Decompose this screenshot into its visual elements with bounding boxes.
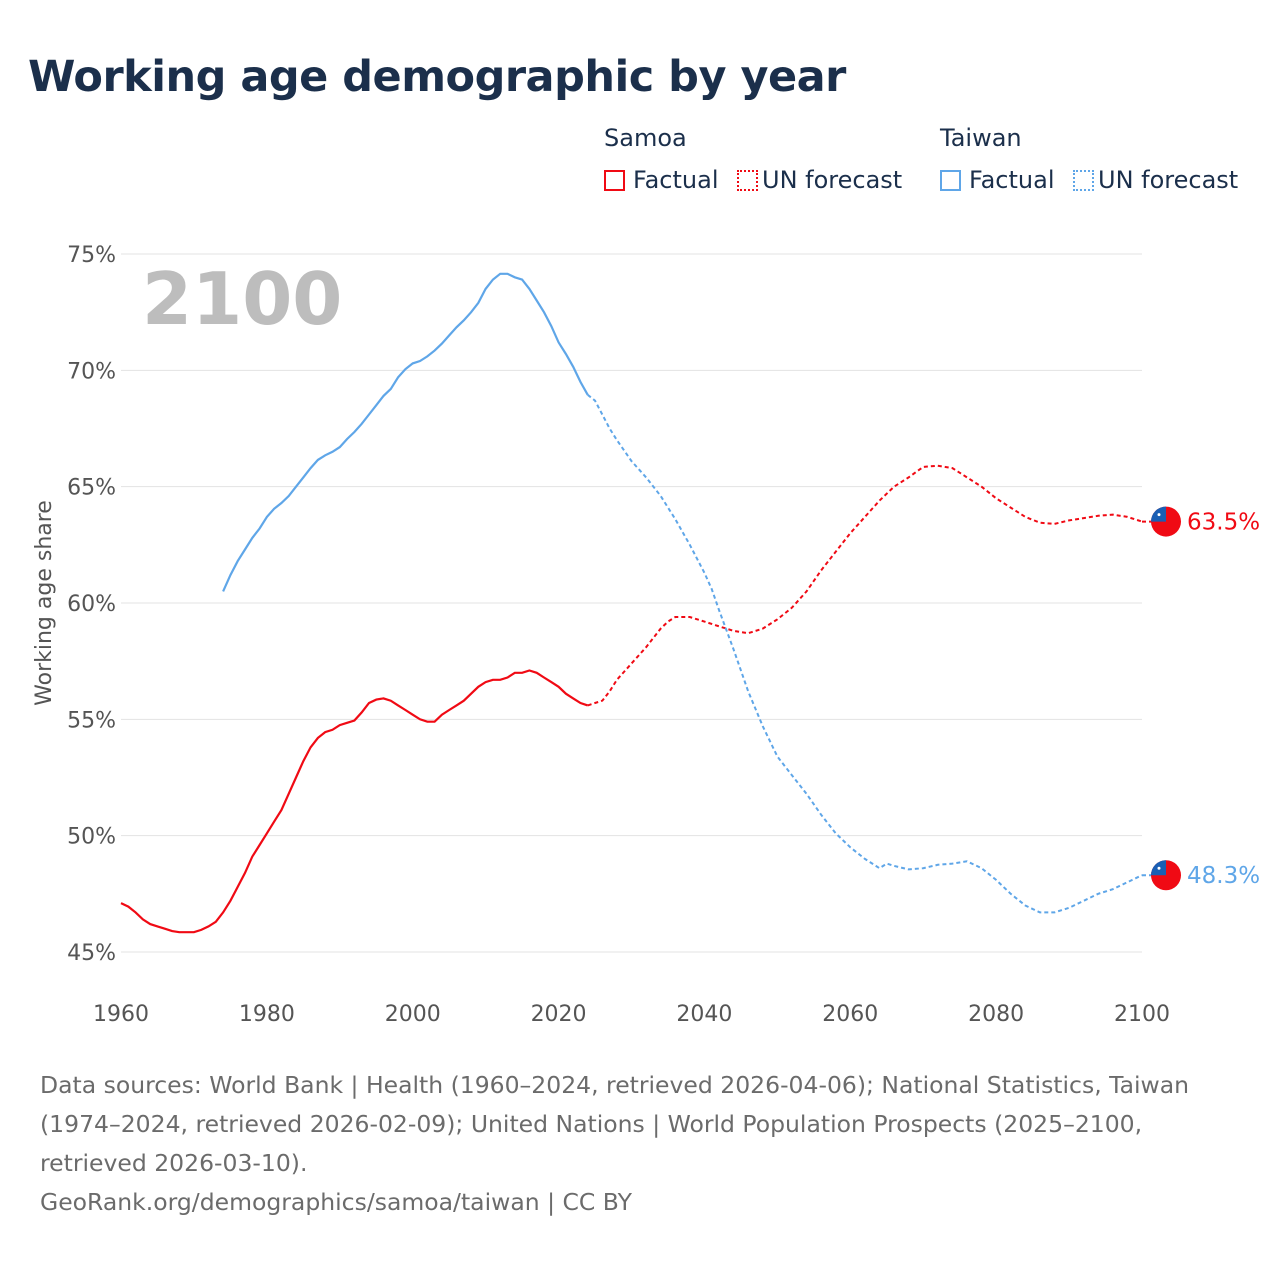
x-tick-label: 2060 [822, 1002, 878, 1027]
x-tick-label: 2040 [676, 1002, 732, 1027]
x-tick-label: 1960 [93, 1002, 149, 1027]
legend-taiwan-forecast[interactable]: UN forecast [1073, 166, 1238, 194]
dotted-swatch-icon [737, 170, 758, 191]
x-tick-label: 2080 [968, 1002, 1024, 1027]
taiwan-end-value: 48.3% [1187, 863, 1260, 889]
x-tick-label: 1980 [239, 1002, 295, 1027]
y-tick-label: 60% [67, 592, 116, 617]
y-tick-label: 45% [67, 941, 116, 966]
legend-label: UN forecast [1098, 166, 1239, 194]
solid-swatch-icon [604, 170, 625, 191]
y-tick-label: 70% [67, 359, 116, 384]
samoa-factual-line [120, 669, 589, 934]
legend-label: Factual [969, 166, 1055, 194]
dotted-swatch-icon [1073, 170, 1094, 191]
legend-group-taiwan: Taiwan [940, 124, 1022, 152]
data-sources: Data sources: World Bank | Health (1960–… [40, 1071, 1190, 1177]
credit-link[interactable]: GeoRank.org/demographics/samoa/taiwan | … [40, 1188, 632, 1216]
line-chart: 45% 50% 55% 60% 65% 70% 75% 1960 1980 2000 2020 204… [32, 243, 1260, 1027]
y-tick-label: 65% [67, 476, 116, 501]
samoa-flag-icon [1151, 860, 1181, 891]
y-tick-label: 55% [67, 708, 116, 733]
samoa-end-value: 63.5% [1187, 510, 1260, 536]
solid-swatch-icon [940, 170, 961, 191]
taiwan-forecast-line [587, 394, 1143, 914]
legend-group-samoa: Samoa [604, 124, 687, 152]
year-label: 2100 [142, 257, 342, 341]
taiwan-factual-line [222, 272, 589, 592]
legend-label: Factual [633, 166, 719, 194]
x-tick-label: 2020 [531, 1002, 587, 1027]
legend-samoa-factual[interactable]: Factual [604, 166, 719, 194]
footer: Data sources: World Bank | Health (1960–… [40, 1066, 1240, 1222]
x-tick-label: 2000 [385, 1002, 441, 1027]
x-tick-label: 2100 [1114, 1002, 1170, 1027]
legend-label: UN forecast [762, 166, 903, 194]
legend-samoa-forecast[interactable]: UN forecast [737, 166, 902, 194]
samoa-forecast-line [587, 464, 1143, 707]
y-axis-label: Working age share [32, 500, 57, 706]
samoa-flag-icon [1151, 506, 1181, 537]
y-tick-label: 75% [67, 243, 116, 268]
legend-taiwan-factual[interactable]: Factual [940, 166, 1055, 194]
y-tick-label: 50% [67, 825, 116, 850]
chart-title: Working age demographic by year [28, 52, 846, 102]
